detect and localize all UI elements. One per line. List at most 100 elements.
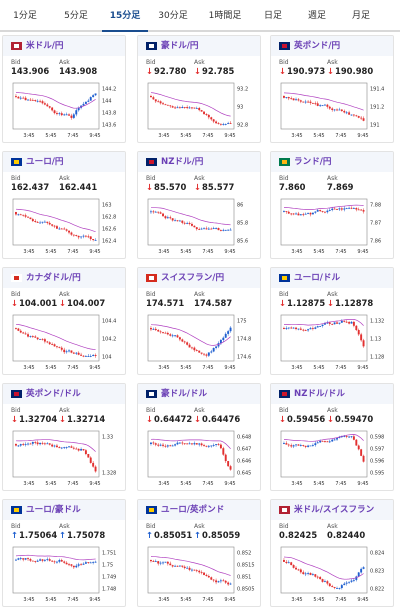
currency-card[interactable]: ランド/円 Bid Ask 7.860 7.869 7.88 7.87 7.86 3:45 5:4… [270,151,394,259]
candle-body [292,445,295,447]
candle-body [87,453,90,458]
price-chart[interactable]: 0.598 0.597 0.596 0.595 3:45 5:45 7:45 9:45 [275,429,391,487]
candle-body [207,114,210,118]
candle-body [212,579,215,581]
currency-card[interactable]: 米ドル/スイスフラン Bid Ask 0.82425 0.82440 0.824 0.823… [270,499,394,607]
candle-body [94,240,97,241]
price-chart[interactable]: 93.2 93 92.8 3:45 5:45 7:45 9:45 [142,81,258,139]
price-chart[interactable]: 7.88 7.87 7.86 3:45 5:45 7:45 9:45 [275,197,391,255]
price-chart[interactable]: 163 162.8 162.6 162.4 3:45 5:45 7:45 9:45 [7,197,123,255]
card-header [271,384,393,404]
currency-card[interactable]: スイスフラン/円 Bid Ask 174.571 174.587 175 174.8 174.… [137,267,261,375]
candle-body [283,560,285,562]
currency-card[interactable]: 英ポンド/円 Bid Ask ↓190.973 ↓190.980 191.4 191.2 19… [270,35,394,143]
y-tick-label: 143.8 [102,111,116,117]
candle-body [362,210,365,212]
ask-value: ↑1.75078 [59,530,105,540]
candle-body [314,574,317,577]
tab-5[interactable]: 日足 [263,11,282,21]
pair-title[interactable]: 米ドル/円 [26,41,64,51]
x-tick-label: 9:45 [357,481,368,487]
candle-body [53,445,56,447]
tab-6[interactable]: 週足 [307,11,326,21]
price-chart[interactable]: 144.2 144 143.8 143.6 3:45 5:45 7:45 9:45 [7,81,123,139]
price-chart[interactable]: 0.852 0.8515 0.851 0.8505 3:45 5:45 7:45 9:45 [142,545,258,603]
price-chart[interactable]: 0.648 0.647 0.646 0.645 3:45 5:45 7:45 9:45 [142,429,258,487]
pair-title[interactable]: ユーロ/ドル [294,273,341,283]
candle-body [166,445,169,447]
tab-2[interactable]: 15分足 [102,0,148,32]
pair-title[interactable]: スイスフラン/円 [161,273,225,283]
candle-body [193,569,196,571]
ask-label: Ask [194,59,205,66]
currency-card[interactable]: 豪ドル/ドル Bid Ask ↓0.64472 ↓0.64476 0.648 0.647 0.… [137,383,261,491]
candle-body [152,97,155,100]
candle-body [287,562,290,564]
price-chart[interactable]: 1.132 1.13 1.128 3:45 5:45 7:45 9:45 [275,313,391,371]
pair-title[interactable]: 英ポンド/円 [294,41,341,51]
pair-title[interactable]: NZドル/円 [161,157,204,167]
price-chart[interactable]: 1.751 1.75 1.749 1.748 3:45 5:45 7:45 9:45 [7,545,123,603]
candle-body [285,211,288,212]
x-tick-label: 7:45 [202,481,213,487]
pair-title[interactable]: ユーロ/英ポンド [161,505,225,515]
price-chart[interactable]: 191.4 191.2 191 3:45 5:45 7:45 9:45 [275,81,391,139]
candle-body [178,107,181,109]
tab-4[interactable]: 1時間足 [208,11,242,21]
currency-card[interactable]: NZドル/円 Bid Ask ↓85.570 ↓85.577 86 85.8 85.6 3:45… [137,151,261,259]
pair-title[interactable]: ユーロ/円 [26,157,64,167]
candle-body [307,212,310,214]
price-chart[interactable]: 1.33 1.328 3:45 5:45 7:45 9:45 [7,429,123,487]
y-tick-label: 93 [237,105,243,111]
currency-card[interactable]: NZドル/ドル Bid Ask ↓0.59456 ↓0.59470 0.598 0.597 0… [270,383,394,491]
pair-title[interactable]: 豪ドル/ドル [161,389,208,399]
currency-card[interactable]: カナダドル/円 Bid Ask ↓104.001 ↓104.007 104.4 104.2 1… [2,267,126,375]
pair-title[interactable]: 豪ドル/円 [161,41,199,51]
currency-card[interactable]: ユーロ/ドル Bid Ask ↓1.12875 ↓1.12878 1.132 1.13 1.1… [270,267,394,375]
pair-title[interactable]: NZドル/ドル [294,389,345,399]
currency-card[interactable]: ユーロ/豪ドル Bid Ask ↑1.75064 ↑1.75078 1.751 1.75 1.… [2,499,126,607]
currency-card[interactable]: 豪ドル/円 Bid Ask ↓92.780 ↓92.785 93.2 93 92.8 3:45 5… [137,35,261,143]
currency-card[interactable]: ユーロ/円 Bid Ask 162.437 162.441 163 162.8 162.6 16… [2,151,126,259]
currency-card[interactable]: 英ポンド/ドル Bid Ask ↓1.32704 ↓1.32714 1.33 1.328 3:… [2,383,126,491]
candle-body [166,104,169,106]
currency-card[interactable]: ユーロ/英ポンド Bid Ask ↑0.85051 ↑0.85059 0.852 0.851… [137,499,261,607]
currency-card[interactable]: 米ドル/円 Bid Ask 143.906 143.908 144.2 144 143.8 14… [2,35,126,143]
card-header [271,152,393,172]
moving-average-line [15,439,96,452]
candle-body [336,109,338,111]
pair-title[interactable]: カナダドル/円 [26,273,81,283]
candle-body [348,436,351,438]
ask-label: Ask [194,407,205,414]
pair-title[interactable]: ランド/円 [294,157,332,167]
candle-body [193,443,196,445]
ask-number: 1.75078 [67,530,106,540]
y-tick-label: 0.645 [237,471,251,477]
ask-value: ↓92.785 [194,66,234,76]
price-chart[interactable]: 175 174.8 174.6 3:45 5:45 7:45 9:45 [142,313,258,371]
candle-body [159,331,162,333]
candle-body [22,558,25,560]
chart-frame [147,314,235,362]
ask-number: 143.908 [59,66,98,76]
candle-body [188,443,191,445]
pair-title[interactable]: ユーロ/豪ドル [26,505,81,515]
price-chart[interactable]: 104.4 104.2 104 3:45 5:45 7:45 9:45 [7,313,123,371]
tab-1[interactable]: 5分足 [64,11,88,21]
flag-icon [11,158,22,166]
price-chart[interactable]: 86 85.8 85.6 3:45 5:45 7:45 9:45 [142,197,258,255]
candle-body [80,354,83,356]
x-tick-label: 5:45 [180,133,191,139]
candle-body [17,445,20,447]
pair-title[interactable]: 英ポンド/ドル [26,389,81,399]
candle-body [150,560,152,562]
x-tick-label: 5:45 [180,365,191,371]
pair-title[interactable]: 米ドル/スイスフラン [294,505,375,515]
candle-body [348,581,351,583]
tab-3[interactable]: 30分足 [158,11,188,21]
candle-body [340,208,343,210]
tab-0[interactable]: 1分足 [13,11,37,21]
tab-7[interactable]: 月足 [351,11,370,21]
candle-body [154,561,157,562]
price-chart[interactable]: 0.824 0.823 0.822 3:45 5:45 7:45 9:45 [275,545,391,603]
